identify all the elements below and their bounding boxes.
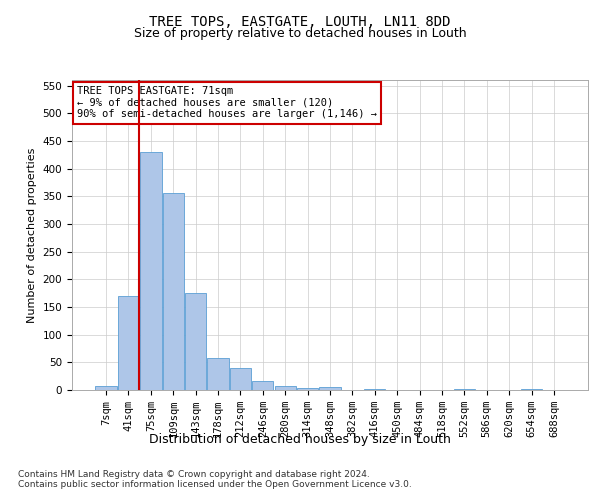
Bar: [521, 389, 542, 390]
Bar: [140, 152, 161, 390]
Text: TREE TOPS, EASTGATE, LOUTH, LN11 8DD: TREE TOPS, EASTGATE, LOUTH, LN11 8DD: [149, 15, 451, 29]
Bar: [319, 387, 341, 390]
Bar: [95, 386, 117, 390]
Text: Size of property relative to detached houses in Louth: Size of property relative to detached ho…: [134, 28, 466, 40]
Bar: [118, 296, 139, 390]
Bar: [275, 386, 296, 390]
Text: Contains HM Land Registry data © Crown copyright and database right 2024.
Contai: Contains HM Land Registry data © Crown c…: [18, 470, 412, 490]
Bar: [364, 389, 385, 390]
Bar: [185, 293, 206, 390]
Y-axis label: Number of detached properties: Number of detached properties: [27, 148, 37, 322]
Text: TREE TOPS EASTGATE: 71sqm
← 9% of detached houses are smaller (120)
90% of semi-: TREE TOPS EASTGATE: 71sqm ← 9% of detach…: [77, 86, 377, 120]
Text: Distribution of detached houses by size in Louth: Distribution of detached houses by size …: [149, 432, 451, 446]
Bar: [454, 389, 475, 390]
Bar: [230, 368, 251, 390]
Bar: [163, 194, 184, 390]
Bar: [252, 380, 274, 390]
Bar: [297, 388, 318, 390]
Bar: [208, 358, 229, 390]
